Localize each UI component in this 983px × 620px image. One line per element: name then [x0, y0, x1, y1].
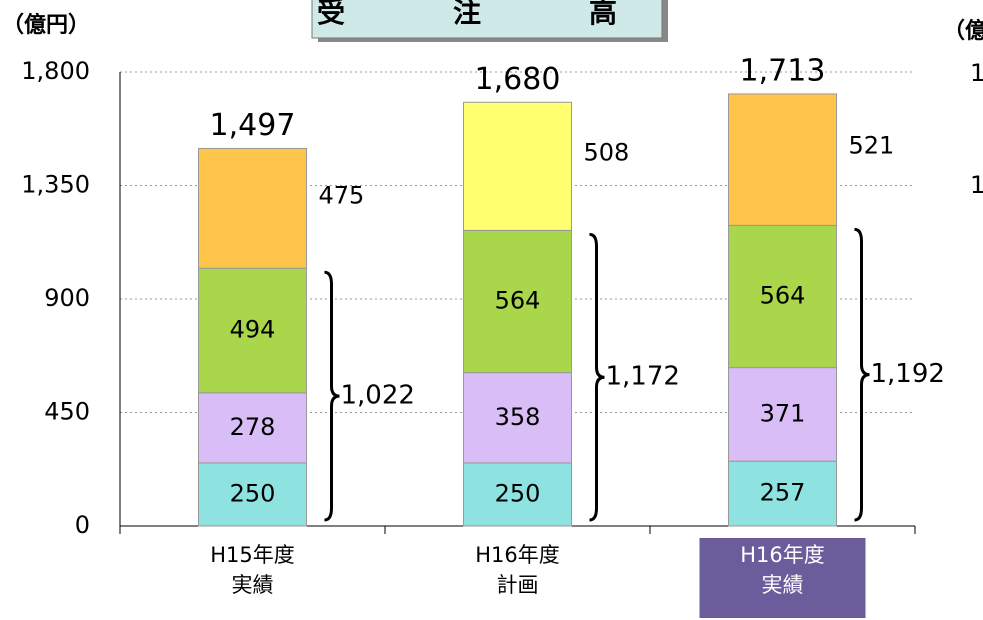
total-label: 1,680 [475, 62, 561, 97]
x-tick-label: 実績 [232, 573, 274, 597]
brace-label: 1,192 [871, 359, 945, 389]
segment-label: 250 [495, 479, 541, 507]
y-tick-label: 1,800 [21, 57, 90, 85]
y-tick-label: 0 [75, 511, 90, 539]
x-tick-label: 計画 [497, 573, 539, 597]
x-tick-label: H16年度 [740, 543, 825, 567]
x-tick-label: H16年度 [475, 543, 560, 567]
right-unit-fragment: （億 [943, 18, 983, 44]
brace [854, 227, 870, 522]
segment-label: 564 [760, 281, 806, 309]
total-label: 1,497 [210, 108, 296, 143]
y-unit: （億円） [2, 12, 90, 38]
segment-label: 257 [760, 479, 806, 507]
chart-title: 受 注 高 [317, 0, 657, 29]
bar-segment [728, 224, 837, 369]
brace-label: 1,172 [606, 362, 680, 392]
right-tick-fragment: 1 [970, 59, 983, 87]
segment-label: 494 [230, 316, 276, 344]
total-label: 1,713 [740, 53, 826, 88]
segment-label: 358 [495, 403, 541, 431]
x-tick-label: 実績 [762, 573, 804, 597]
x-tick-label: H15年度 [210, 543, 295, 567]
y-tick-label: 900 [44, 284, 90, 312]
bar-segment [728, 93, 837, 226]
right-tick-fragment: 1 [970, 171, 983, 199]
brace-label: 1,022 [341, 381, 415, 411]
segment-label: 508 [584, 139, 630, 167]
segment-label: 250 [230, 479, 276, 507]
title-box [311, 0, 663, 39]
brace [324, 270, 340, 522]
bar-segment [463, 462, 572, 527]
bar-segment [463, 229, 572, 374]
y-tick-label: 450 [44, 398, 90, 426]
brace [589, 232, 605, 522]
bar-segment [198, 147, 307, 269]
segment-label: 564 [495, 287, 541, 315]
segment-label: 278 [230, 413, 276, 441]
segment-label: 521 [849, 132, 895, 160]
category-highlight [699, 538, 866, 618]
bar-segment [463, 101, 572, 231]
bar-segment [198, 392, 307, 464]
bar-segment [198, 267, 307, 394]
bar-segment [463, 372, 572, 464]
bar-segment [198, 462, 307, 527]
y-tick-label: 1,350 [21, 171, 90, 199]
segment-label: 371 [760, 399, 806, 427]
segment-label: 475 [319, 181, 365, 209]
bar-segment [728, 367, 837, 462]
